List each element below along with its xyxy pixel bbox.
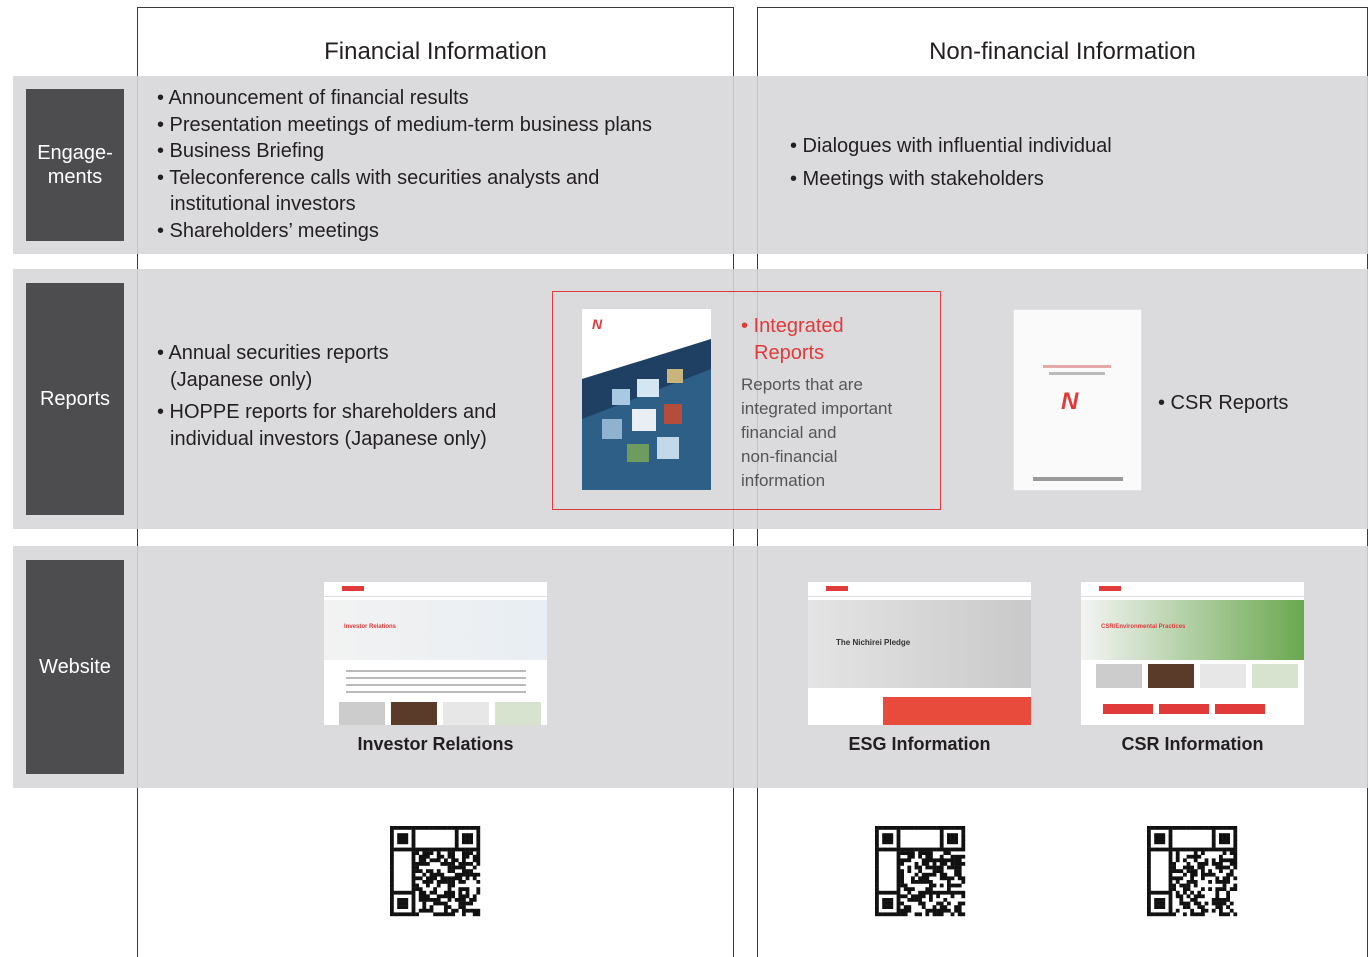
list-line: • Shareholders’ meetings — [157, 219, 379, 242]
thumb-text — [346, 677, 526, 679]
thumb-banner: Investor Relations — [344, 624, 397, 630]
thumb-text — [346, 691, 526, 693]
list-line: institutional investors — [170, 193, 356, 215]
description-line: integrated important — [741, 399, 893, 418]
title-line: Reports — [754, 341, 825, 364]
thumb-banner: The Nichirei Pledge — [836, 638, 911, 647]
thumb-block — [443, 702, 489, 725]
thumb-hero — [1081, 600, 1304, 660]
thumb-logo — [342, 586, 364, 591]
description-line: financial and — [741, 423, 837, 442]
thumb-hero — [808, 600, 1031, 688]
thumb-strip — [883, 697, 1031, 725]
list-line: • Meetings with stakeholders — [790, 167, 1044, 190]
thumb-banner: CSR/Environmental Practices — [1101, 624, 1186, 630]
integrated-description: Reports that are integrated important fina… — [741, 373, 892, 493]
csr-reports: • CSR Reports — [1158, 392, 1289, 414]
svg-text:N: N — [1061, 388, 1079, 415]
thumb-block — [1096, 664, 1142, 688]
row-label: Engage-ments — [26, 89, 124, 241]
thumb-text — [346, 670, 526, 672]
bullet-list: • Dialogues with influential individual •… — [790, 133, 1112, 192]
row-label-line: Engage- — [37, 142, 113, 164]
thumb-hero — [324, 600, 547, 660]
list-line: • Dialogues with influential individual — [790, 135, 1112, 157]
thumb-block — [1148, 664, 1194, 688]
thumb-block — [391, 702, 437, 725]
engagements-band — [13, 76, 1368, 254]
list-line: individual investors (Japanese only) — [170, 427, 487, 450]
website-thumbnail: CSR/Environmental Practices — [1081, 582, 1304, 725]
list-line: • HOPPE reports for shareholders and — [157, 401, 497, 423]
thumb-block — [1252, 664, 1298, 688]
thumb-header — [1081, 582, 1304, 597]
description-line: Reports that are — [741, 375, 863, 394]
description-line: non-financial — [741, 447, 838, 466]
bullet-list: • Annual securities reports (Japanese onl… — [157, 340, 496, 452]
thumb-logo — [1099, 586, 1121, 591]
thumbnail-caption: CSR Information — [1121, 734, 1264, 754]
column-header: Financial Information — [324, 38, 547, 65]
list-line: • Annual securities reports — [157, 342, 389, 364]
list-line: • Teleconference calls with securities a… — [157, 166, 600, 189]
thumb-text — [346, 684, 526, 686]
thumbnail-caption: Investor Relations — [357, 734, 514, 754]
thumb-button — [1159, 704, 1209, 714]
thumb-block — [495, 702, 541, 725]
thumb-button — [1103, 704, 1153, 714]
thumb-button — [1215, 704, 1265, 714]
integrated-box — [552, 291, 941, 510]
thumbnail-caption: ESG Information — [848, 734, 991, 754]
row-label: Website — [26, 560, 124, 774]
title-line: • Integrated — [741, 315, 844, 337]
row-label-line: Website — [39, 656, 111, 678]
bullet-list: • Announcement of financial results • Pre… — [157, 85, 652, 244]
list-line: • Announcement of financial results — [157, 87, 469, 109]
svg-text:N: N — [592, 316, 603, 332]
row-label: Reports — [26, 283, 124, 515]
column-header: Non-financial Information — [929, 38, 1196, 65]
row-label-line: Reports — [39, 388, 111, 410]
integrated-cover: N — [582, 309, 711, 490]
thumb-block — [1200, 664, 1246, 688]
list-line: • Business Briefing — [157, 140, 325, 162]
thumb-header — [808, 582, 1031, 597]
website-thumbnail: The Nichirei Pledge — [808, 582, 1031, 725]
list-line: • Presentation meetings of medium-term b… — [157, 113, 653, 136]
thumb-logo — [826, 586, 848, 591]
list-line: (Japanese only) — [170, 368, 313, 391]
integrated-title: • Integrated Reports — [741, 313, 844, 366]
row-label-line: ments — [47, 166, 103, 188]
csr-cover: N — [1013, 309, 1142, 491]
thumb-block — [339, 702, 385, 725]
thumb-header — [324, 582, 547, 597]
description-line: information — [741, 471, 826, 490]
website-thumbnail: Investor Relations — [324, 582, 547, 725]
